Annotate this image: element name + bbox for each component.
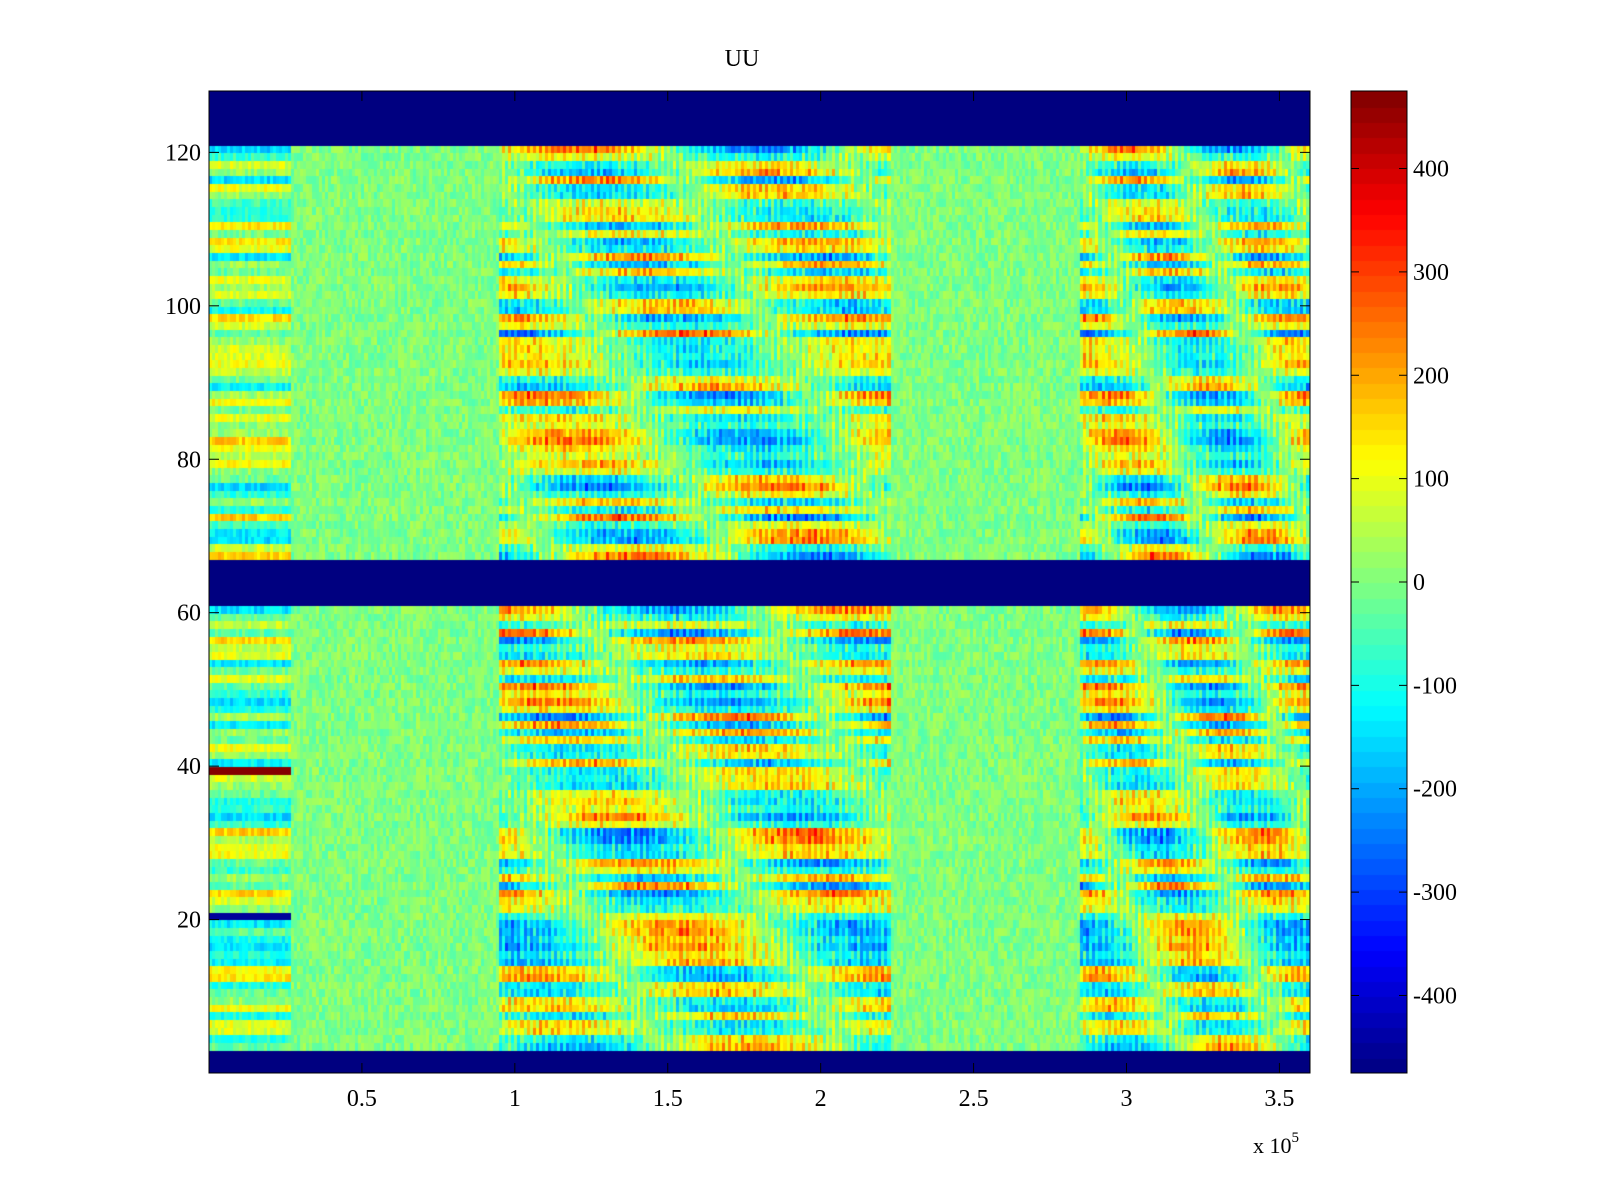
x-tick-label: 3.5 xyxy=(1264,1086,1294,1112)
y-tick-label: 40 xyxy=(177,754,201,780)
colorbar-tick-label: -200 xyxy=(1413,777,1457,803)
colorbar-tick-label: 100 xyxy=(1413,467,1449,493)
chart-title: UU xyxy=(725,46,760,72)
colorbar-image xyxy=(1351,91,1407,1073)
y-tick-label: 80 xyxy=(177,447,201,473)
x-tick-label: 3 xyxy=(1121,1086,1133,1112)
colorbar-tick-label: -400 xyxy=(1413,983,1457,1009)
x-axis: 0.5 1 1.5 2 2.5 3 3.5 xyxy=(347,91,1294,1112)
heatmap-image-wrapper xyxy=(209,91,1310,1073)
colorbar-tick-label: -300 xyxy=(1413,880,1457,906)
x-tick-label: 2 xyxy=(815,1086,827,1112)
colorbar-tick-label: 300 xyxy=(1413,260,1449,286)
colorbar-axis: 400 300 200 100 0 -100 -200 -300 -400 xyxy=(1351,157,1457,1009)
y-tick-label: 20 xyxy=(177,908,201,934)
y-axis: 20 40 60 80 100 120 xyxy=(165,140,1310,934)
x-tick-label: 1 xyxy=(509,1086,521,1112)
y-tick-label: 100 xyxy=(165,294,201,320)
colorbar-tick-label: 200 xyxy=(1413,363,1449,389)
x-axis-multiplier-exponent: 5 xyxy=(1292,1130,1300,1146)
colorbar-tick-label: 400 xyxy=(1413,157,1449,183)
colorbar-image-wrapper xyxy=(1351,91,1407,1073)
colorbar-tick-label: -100 xyxy=(1413,673,1457,699)
y-tick-label: 60 xyxy=(177,601,201,627)
x-tick-label: 2.5 xyxy=(959,1086,989,1112)
x-axis-multiplier: x 105 xyxy=(1253,1130,1299,1158)
heatmap-image xyxy=(209,91,1310,1073)
x-tick-label: 0.5 xyxy=(347,1086,377,1112)
colorbar-tick-label: 0 xyxy=(1413,570,1425,596)
y-tick-label: 120 xyxy=(165,140,201,166)
x-axis-multiplier-base: x 10 xyxy=(1253,1133,1292,1158)
x-tick-label: 1.5 xyxy=(653,1086,683,1112)
plot-axes-box xyxy=(208,90,1311,1074)
